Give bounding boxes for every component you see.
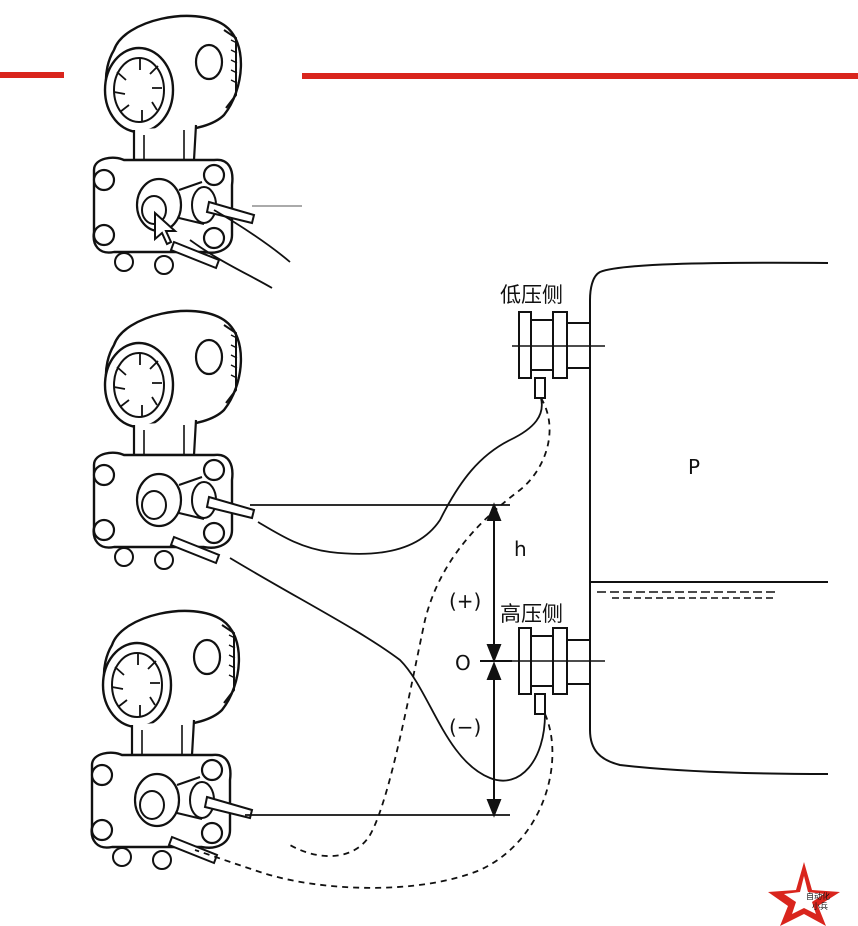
low-pressure-flange xyxy=(512,311,605,399)
positive-label: (+) xyxy=(449,589,481,613)
capillary-lines xyxy=(194,397,554,889)
transmitter-top xyxy=(92,14,256,276)
zero-label: O xyxy=(455,651,471,675)
negative-label: (−) xyxy=(449,715,481,739)
vessel xyxy=(589,261,829,775)
header-red-rule xyxy=(0,72,858,79)
height-label: h xyxy=(514,537,527,561)
watermark-logo: 自动化 小兵 xyxy=(768,862,840,926)
pressure-label: P xyxy=(688,455,700,479)
transmitter-top-leads xyxy=(189,205,302,289)
mouse-cursor-icon xyxy=(154,210,178,246)
logo-text-line1: 自动化 xyxy=(806,891,830,901)
transmitter-middle xyxy=(92,309,256,571)
high-pressure-flange xyxy=(512,627,605,715)
transmitter-bottom xyxy=(90,609,254,871)
dimension-arrows xyxy=(480,502,512,818)
low-pressure-side-label: 低压侧 xyxy=(500,283,563,307)
high-pressure-side-label: 高压侧 xyxy=(500,602,563,626)
logo-text-line2: 小兵 xyxy=(812,901,828,911)
